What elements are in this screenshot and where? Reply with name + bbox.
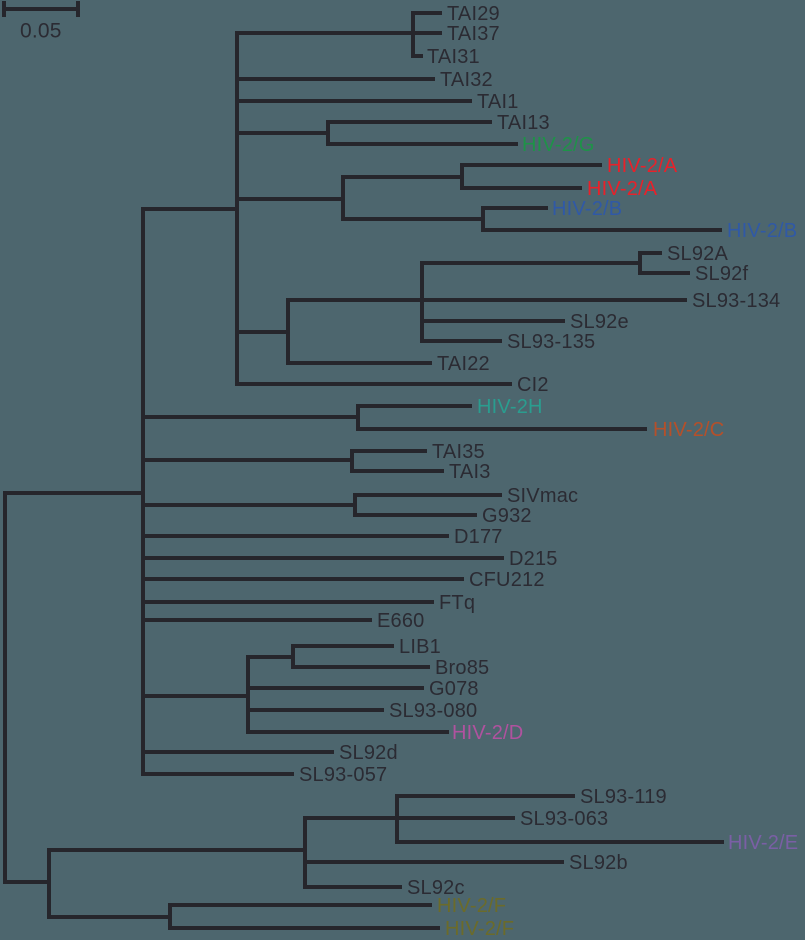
taxon-label-tai13: TAI13 — [497, 112, 550, 134]
taxon-label-sl92b: SL92b — [569, 852, 628, 874]
taxon-label-tai31: TAI31 — [427, 46, 480, 68]
taxon-label-sl93-080: SL93-080 — [389, 700, 477, 722]
taxon-label-g932: G932 — [482, 505, 532, 527]
taxon-label-sl93-063: SL93-063 — [520, 808, 608, 830]
taxon-label-tai22: TAI22 — [437, 353, 490, 375]
taxon-label-tai32: TAI32 — [440, 69, 493, 91]
scale-bar-label: 0.05 — [20, 20, 62, 43]
taxon-label-hiv-2-b: HIV-2/B — [552, 198, 622, 220]
taxon-label-sl92a: SL92A — [667, 243, 729, 265]
taxon-label-ci2: CI2 — [517, 374, 549, 396]
taxon-label-sl93-134: SL93-134 — [692, 290, 780, 312]
taxon-label-sivmac: SIVmac — [507, 485, 578, 507]
taxon-label-hiv-2-b: HIV-2/B — [727, 220, 797, 242]
taxon-label-hiv-2-c: HIV-2/C — [653, 419, 724, 441]
taxon-label-sl93-057: SL93-057 — [299, 764, 387, 786]
taxon-label-hiv-2-e: HIV-2/E — [728, 832, 798, 854]
taxon-label-e660: E660 — [377, 610, 425, 632]
taxon-label-lib1: LIB1 — [399, 636, 441, 658]
taxon-label-bro85: Bro85 — [435, 657, 489, 679]
taxon-label-cfu212: CFU212 — [469, 569, 545, 591]
taxon-label-d177: D177 — [454, 526, 503, 548]
taxon-label-hiv-2-a: HIV-2/A — [607, 155, 678, 177]
taxon-label-tai1: TAI1 — [477, 91, 519, 113]
taxon-label-hiv-2-f: HIV-2/F — [445, 918, 514, 940]
taxon-label-sl92e: SL92e — [570, 311, 629, 333]
taxon-label-tai37: TAI37 — [447, 23, 500, 45]
taxon-label-tai3: TAI3 — [449, 461, 491, 483]
taxon-label-hiv-2-g: HIV-2/G — [522, 134, 595, 156]
taxon-label-sl93-135: SL93-135 — [507, 331, 595, 353]
taxon-label-hiv-2-d: HIV-2/D — [452, 722, 523, 744]
taxon-label-tai29: TAI29 — [447, 3, 500, 25]
taxon-label-sl92f: SL92f — [695, 263, 749, 285]
taxon-label-hiv-2h: HIV-2H — [477, 396, 543, 418]
taxon-label-sl93-119: SL93-119 — [580, 786, 667, 808]
taxon-label-d215: D215 — [509, 548, 558, 570]
taxon-label-ftq: FTq — [439, 592, 475, 614]
taxon-label-hiv-2-f: HIV-2/F — [437, 895, 506, 917]
taxon-label-g078: G078 — [429, 678, 479, 700]
taxon-label-hiv-2-a: HIV-2/A — [587, 178, 658, 200]
taxon-label-sl92c: SL92c — [407, 877, 465, 899]
taxon-label-sl92d: SL92d — [339, 742, 398, 764]
taxon-label-tai35: TAI35 — [432, 441, 485, 463]
